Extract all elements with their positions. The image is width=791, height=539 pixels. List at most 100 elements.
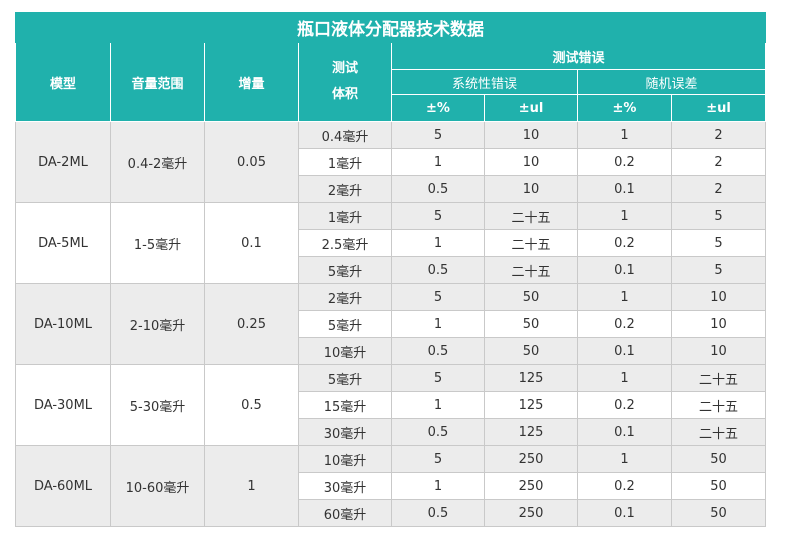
test-volume-cell: 2毫升 <box>298 175 392 203</box>
group-range: 1-5毫升 <box>110 202 205 284</box>
group-range: 0.4-2毫升 <box>110 121 205 203</box>
random-pct-cell: 0.1 <box>577 337 672 365</box>
systematic-pct-cell: 5 <box>391 445 485 473</box>
systematic-pct-cell: 5 <box>391 202 485 230</box>
random-ul-cell: 50 <box>671 499 766 527</box>
header-model: 模型 <box>15 42 111 122</box>
test-volume-cell: 1毫升 <box>298 202 392 230</box>
group-increment: 0.5 <box>204 364 299 446</box>
systematic-pct-cell: 0.5 <box>391 499 485 527</box>
group-model: DA-10ML <box>15 283 111 365</box>
group-model: DA-30ML <box>15 364 111 446</box>
random-pct-cell: 0.1 <box>577 175 672 203</box>
random-ul-cell: 10 <box>671 310 766 338</box>
table-row: 5毫升 1 50 0.2 10 <box>16 310 766 338</box>
table-row: DA-60ML 10-60毫升 1 10毫升 5 250 1 50 <box>15 445 766 527</box>
systematic-pct-cell: 1 <box>391 148 485 176</box>
random-ul-cell: 二十五 <box>671 364 766 392</box>
test-volume-cell: 5毫升 <box>298 364 392 392</box>
test-volume-cell: 15毫升 <box>298 391 392 419</box>
random-ul-cell: 5 <box>671 202 766 230</box>
group-range: 10-60毫升 <box>110 445 205 527</box>
systematic-pct-cell: 1 <box>391 229 485 257</box>
random-ul-cell: 二十五 <box>671 418 766 446</box>
systematic-ul-cell: 125 <box>484 364 578 392</box>
table-row: DA-30ML 5-30毫升 0.5 5毫升 5 125 1 二十五 <box>15 364 766 446</box>
systematic-pct-cell: 5 <box>391 283 485 311</box>
systematic-pct-cell: 1 <box>391 472 485 500</box>
table-row: DA-5ML 1-5毫升 0.1 1毫升 5 二十五 1 5 <box>15 202 766 284</box>
systematic-pct-cell: 0.5 <box>391 337 485 365</box>
systematic-pct-cell: 1 <box>391 310 485 338</box>
random-pct-cell: 0.2 <box>577 229 672 257</box>
systematic-ul-cell: 二十五 <box>484 229 578 257</box>
random-pct-cell: 0.2 <box>577 391 672 419</box>
table-row: DA-10ML 2-10毫升 0.25 2毫升 5 50 1 10 <box>15 283 766 365</box>
test-volume-cell: 10毫升 <box>298 337 392 365</box>
test-volume-cell: 30毫升 <box>298 418 392 446</box>
random-ul-cell: 2 <box>671 121 766 149</box>
random-ul-cell: 二十五 <box>671 391 766 419</box>
systematic-ul-cell: 250 <box>484 499 578 527</box>
systematic-ul-cell: 125 <box>484 418 578 446</box>
systematic-pct-cell: 0.5 <box>391 175 485 203</box>
random-pct-cell: 1 <box>577 283 672 311</box>
random-pct-cell: 1 <box>577 202 672 230</box>
systematic-pct-cell: 5 <box>391 364 485 392</box>
table-title: 瓶口液体分配器技术数据 <box>15 12 766 43</box>
random-pct-cell: 0.1 <box>577 418 672 446</box>
systematic-ul-cell: 50 <box>484 310 578 338</box>
header-rnd-ul: ±ul <box>671 94 766 122</box>
random-pct-cell: 0.2 <box>577 310 672 338</box>
table-row: 30毫升 1 250 0.2 50 <box>16 472 766 500</box>
table-body: DA-2ML 0.4-2毫升 0.05 0.4毫升 5 10 1 2 1毫升 1 10 0.2 2 2毫升… <box>15 121 766 527</box>
group-range: 5-30毫升 <box>110 364 205 446</box>
group-model: DA-5ML <box>15 202 111 284</box>
systematic-pct-cell: 0.5 <box>391 418 485 446</box>
table-header: 瓶口液体分配器技术数据 模型 音量范围 增量 测试 体积 测试错误 系统性错误 … <box>15 12 766 122</box>
header-test-error: 测试错误 <box>391 42 766 70</box>
systematic-ul-cell: 10 <box>484 175 578 203</box>
random-pct-cell: 1 <box>577 364 672 392</box>
spec-table: 瓶口液体分配器技术数据 模型 音量范围 增量 测试 体积 测试错误 系统性错误 … <box>15 12 766 527</box>
random-pct-cell: 0.2 <box>577 472 672 500</box>
header-test-volume-line2: 体积 <box>331 87 358 102</box>
group-increment: 1 <box>204 445 299 527</box>
systematic-pct-cell: 5 <box>391 121 485 149</box>
random-ul-cell: 10 <box>671 337 766 365</box>
header-sys-pct: ±% <box>391 94 485 122</box>
random-pct-cell: 0.2 <box>577 148 672 176</box>
systematic-ul-cell: 10 <box>484 121 578 149</box>
table-row: 30毫升 0.5 125 0.1 二十五 <box>16 418 766 446</box>
group-increment: 0.1 <box>204 202 299 284</box>
table-row: 1毫升 1 10 0.2 2 <box>16 148 766 176</box>
table-row: 5毫升 0.5 二十五 0.1 5 <box>16 256 766 284</box>
group-range: 2-10毫升 <box>110 283 205 365</box>
random-pct-cell: 0.1 <box>577 499 672 527</box>
systematic-ul-cell: 50 <box>484 283 578 311</box>
random-pct-cell: 1 <box>577 445 672 473</box>
random-ul-cell: 50 <box>671 445 766 473</box>
group-model: DA-60ML <box>15 445 111 527</box>
systematic-ul-cell: 二十五 <box>484 256 578 284</box>
header-test-volume: 测试 体积 <box>298 42 392 122</box>
random-ul-cell: 2 <box>671 175 766 203</box>
random-pct-cell: 1 <box>577 121 672 149</box>
test-volume-cell: 60毫升 <box>298 499 392 527</box>
header-sys-ul: ±ul <box>484 94 578 122</box>
table-row: 10毫升 0.5 50 0.1 10 <box>16 337 766 365</box>
header-increment: 增量 <box>204 42 299 122</box>
test-volume-cell: 5毫升 <box>298 256 392 284</box>
test-volume-cell: 5毫升 <box>298 310 392 338</box>
header-test-volume-line1: 测试 <box>331 61 358 76</box>
systematic-pct-cell: 0.5 <box>391 256 485 284</box>
systematic-ul-cell: 250 <box>484 445 578 473</box>
random-pct-cell: 0.1 <box>577 256 672 284</box>
group-increment: 0.25 <box>204 283 299 365</box>
test-volume-cell: 0.4毫升 <box>298 121 392 149</box>
group-model: DA-2ML <box>15 121 111 203</box>
test-volume-cell: 30毫升 <box>298 472 392 500</box>
random-ul-cell: 2 <box>671 148 766 176</box>
random-ul-cell: 5 <box>671 256 766 284</box>
random-ul-cell: 5 <box>671 229 766 257</box>
